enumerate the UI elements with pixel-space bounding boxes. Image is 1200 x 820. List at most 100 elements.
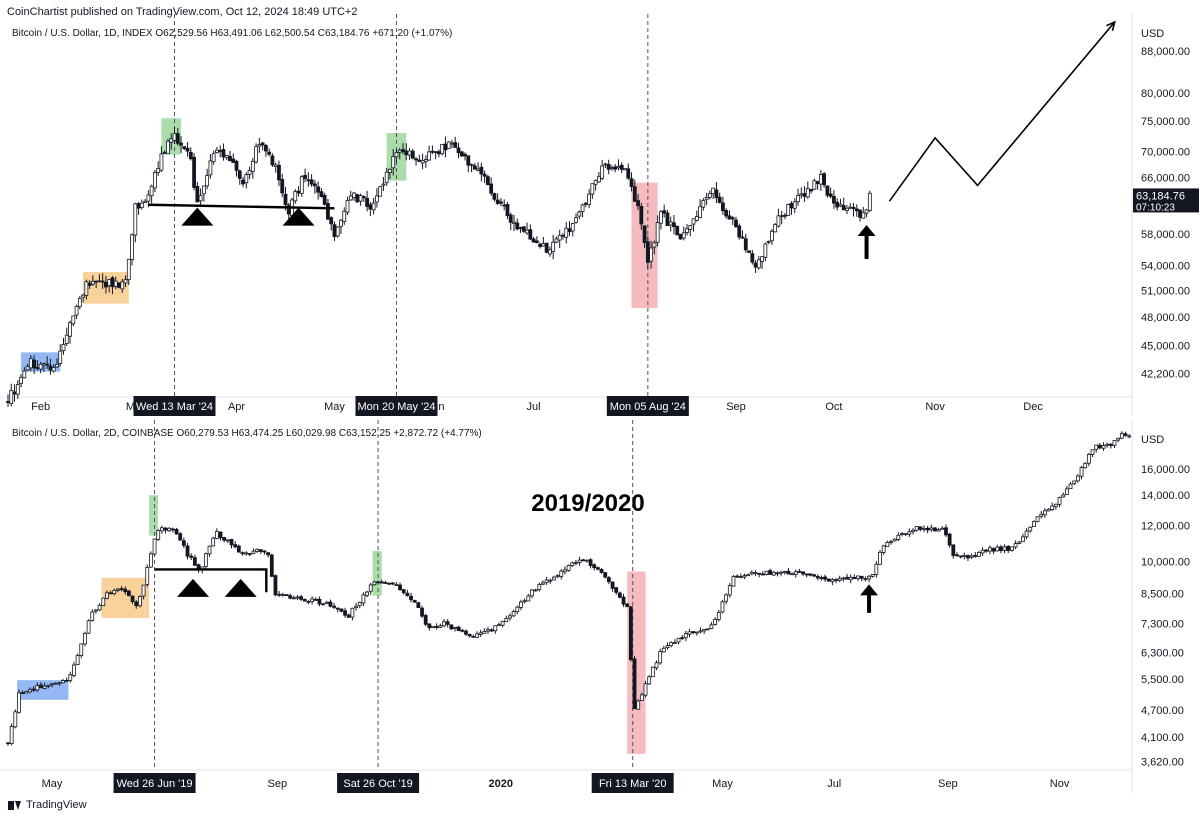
footer-brand[interactable]: TradingView bbox=[8, 799, 87, 811]
candle bbox=[629, 172, 634, 192]
price-tick-label: 42,200.00 bbox=[1141, 369, 1190, 381]
candle-body bbox=[383, 582, 388, 584]
candle-body bbox=[493, 625, 498, 632]
candle bbox=[1017, 540, 1022, 545]
candle bbox=[649, 240, 654, 269]
candle-body bbox=[94, 609, 98, 612]
candle-body bbox=[1061, 494, 1066, 498]
candle-body bbox=[672, 642, 677, 644]
candle-body bbox=[71, 315, 76, 325]
candle-body bbox=[995, 546, 1000, 552]
candle bbox=[1101, 442, 1106, 451]
candle bbox=[266, 552, 271, 558]
candle bbox=[486, 626, 490, 635]
candle-body bbox=[81, 294, 85, 298]
legend-symbol: Bitcoin / U.S. Dollar, 1D, INDEX bbox=[12, 28, 155, 39]
candle-body bbox=[145, 567, 150, 585]
candle-body bbox=[312, 183, 317, 187]
candle bbox=[215, 146, 219, 154]
candle bbox=[647, 675, 652, 685]
candle bbox=[352, 191, 356, 201]
candle-body bbox=[420, 607, 424, 617]
candle bbox=[195, 181, 200, 203]
candle-body bbox=[1042, 510, 1047, 516]
candle-body bbox=[1105, 443, 1110, 446]
candle-body bbox=[625, 603, 630, 608]
candle bbox=[659, 210, 663, 230]
candle bbox=[900, 532, 904, 537]
candle bbox=[310, 596, 315, 605]
candle bbox=[350, 607, 355, 621]
candle-body bbox=[247, 553, 252, 555]
candle bbox=[828, 187, 833, 199]
candle bbox=[702, 628, 707, 634]
candle-body bbox=[269, 554, 274, 577]
candle bbox=[430, 145, 435, 155]
candle-body bbox=[881, 545, 886, 553]
candle bbox=[885, 540, 890, 547]
candle bbox=[146, 190, 151, 208]
candle-body bbox=[593, 179, 598, 185]
candle-body bbox=[628, 606, 633, 660]
price-tick-label: 70,000.00 bbox=[1141, 146, 1190, 158]
candle-body bbox=[724, 594, 729, 602]
legend-ohlc: O62,529.56 H63,491.06 L62,500.54 C63,184… bbox=[155, 28, 452, 39]
candle bbox=[365, 190, 369, 212]
candle bbox=[471, 634, 476, 638]
candle bbox=[475, 631, 479, 639]
candle bbox=[225, 539, 230, 544]
candle-body bbox=[231, 158, 236, 163]
candle bbox=[724, 593, 729, 605]
candle bbox=[251, 548, 256, 555]
candle-body bbox=[870, 574, 875, 577]
candle bbox=[324, 600, 329, 604]
candle bbox=[53, 682, 58, 685]
candle-body bbox=[776, 215, 781, 227]
candle-body bbox=[434, 626, 439, 628]
candle bbox=[152, 538, 157, 556]
candle bbox=[515, 605, 520, 615]
candle bbox=[75, 653, 80, 665]
candle-body bbox=[179, 142, 183, 146]
candle bbox=[405, 589, 410, 597]
candle-body bbox=[782, 571, 787, 573]
date-marker-badge: Wed 26 Jun '19 bbox=[113, 773, 196, 793]
candle bbox=[112, 588, 117, 596]
candle bbox=[799, 187, 804, 199]
candle-body bbox=[427, 623, 432, 629]
candle bbox=[17, 689, 21, 714]
candle bbox=[236, 544, 241, 553]
candle bbox=[504, 615, 509, 623]
candle bbox=[329, 216, 334, 231]
candle-body bbox=[233, 544, 238, 548]
candle-body bbox=[225, 539, 230, 542]
candle-body bbox=[940, 527, 945, 530]
candle-body bbox=[561, 234, 565, 237]
candle-body bbox=[489, 183, 494, 194]
candle bbox=[335, 607, 340, 613]
candle-body bbox=[75, 654, 80, 665]
candle bbox=[13, 709, 18, 729]
candle bbox=[221, 143, 226, 161]
candle-body bbox=[440, 143, 445, 155]
candle bbox=[783, 212, 787, 220]
candle bbox=[701, 198, 706, 211]
candle bbox=[464, 629, 468, 636]
candle bbox=[423, 613, 428, 627]
candle-body bbox=[557, 234, 562, 241]
candle bbox=[489, 628, 494, 632]
candle bbox=[100, 273, 105, 289]
candle-body bbox=[20, 692, 25, 695]
candle bbox=[280, 592, 285, 597]
candle-body bbox=[1072, 480, 1077, 484]
candle-body bbox=[112, 590, 117, 595]
candle-body bbox=[234, 160, 239, 171]
tradingview-logo-icon bbox=[8, 800, 22, 810]
candle-body bbox=[771, 571, 776, 576]
candle bbox=[792, 198, 797, 214]
candle-body bbox=[554, 238, 559, 243]
candle bbox=[185, 542, 190, 560]
last-price-label: 63,184.76 bbox=[1136, 190, 1185, 202]
candle-body bbox=[610, 581, 615, 589]
